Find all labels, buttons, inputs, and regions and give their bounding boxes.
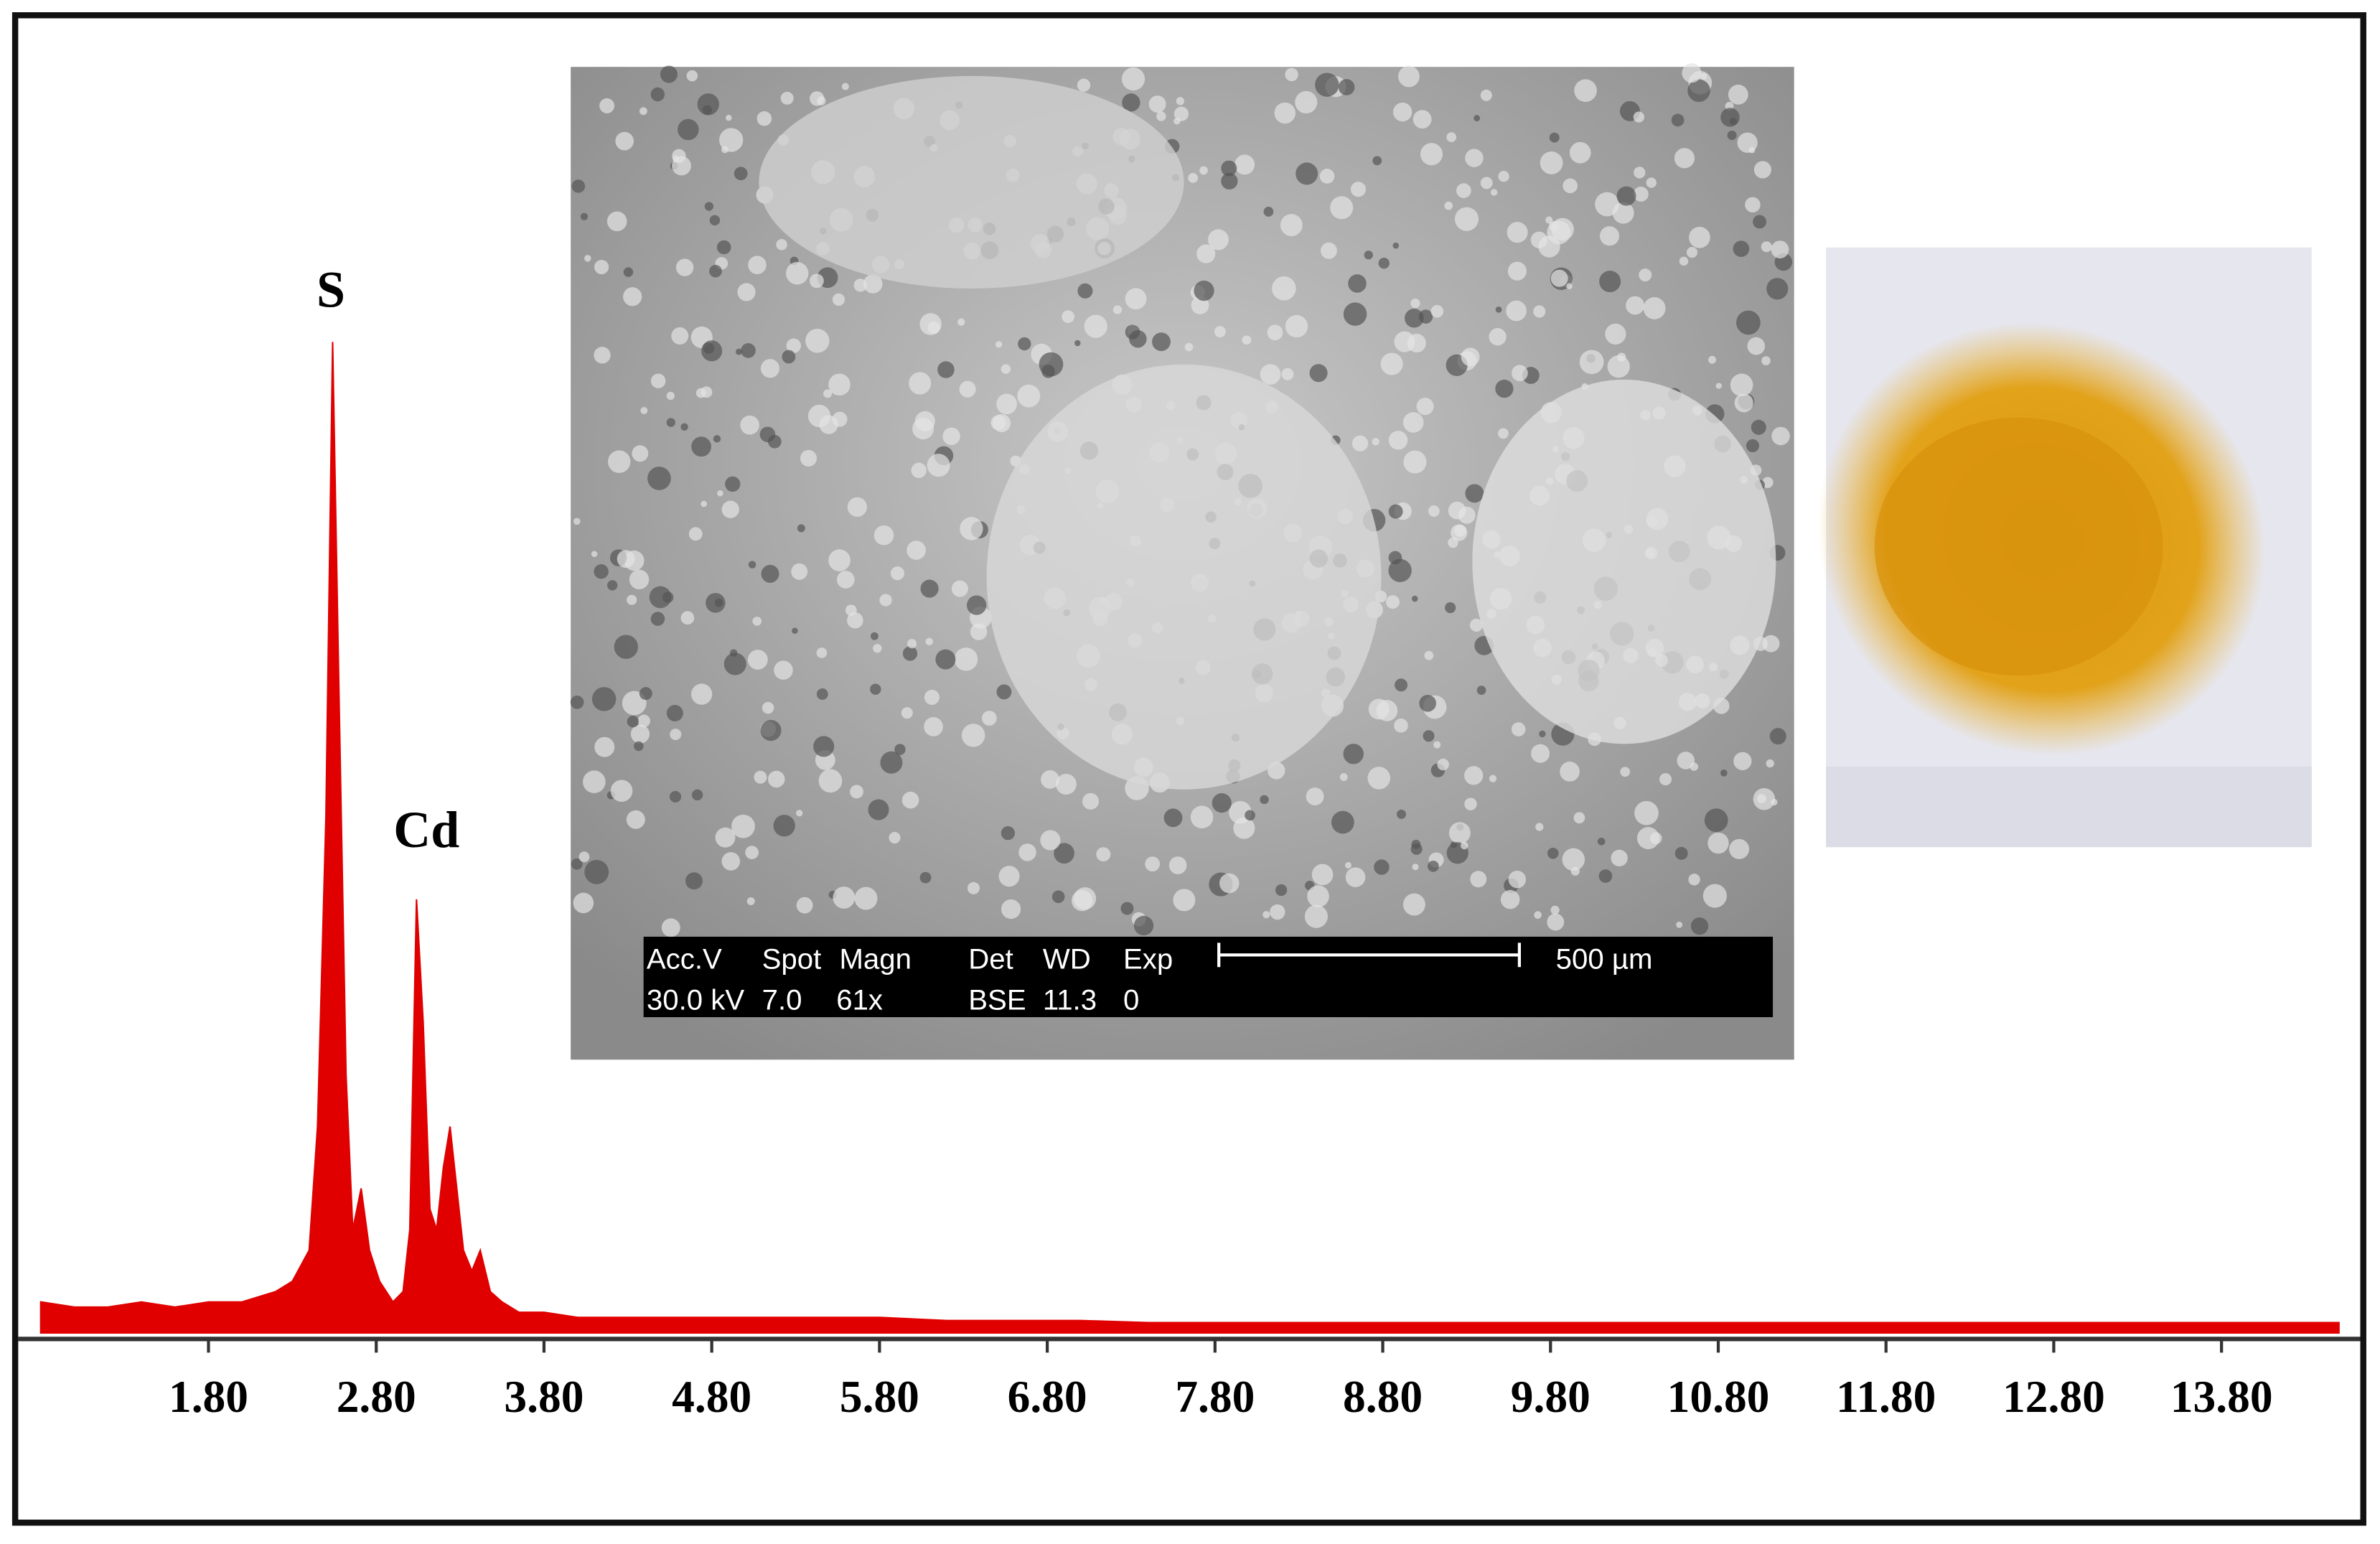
x-tick-label: 12.80	[2002, 1371, 2105, 1422]
sem-header: Magn	[839, 942, 912, 975]
x-tick-label: 11.80	[1836, 1371, 1936, 1422]
sem-info-bar	[643, 936, 1774, 1018]
sem-setting: 61x	[836, 983, 883, 1016]
sample-photo	[1817, 247, 2312, 848]
sem-setting: BSE	[968, 983, 1026, 1016]
spectrum-area	[39, 342, 2340, 1334]
x-tick-label: 10.80	[1667, 1371, 1770, 1422]
peak-label: Cd	[393, 801, 459, 858]
x-tick-label: 9.80	[1511, 1371, 1590, 1422]
x-tick-label: 3.80	[504, 1371, 584, 1422]
x-tick-label: 13.80	[2170, 1371, 2273, 1422]
peak-label: S	[317, 261, 345, 318]
sem-setting: 30.0 kV	[647, 983, 744, 1016]
sem-setting: 11.3	[1043, 983, 1097, 1016]
sem-image: 500 µm Acc.V Spot Magn Det WD Exp 30.0 kV 7.0 61…	[570, 63, 1794, 1060]
x-tick-label: 2.80	[337, 1371, 416, 1422]
sem-header: Acc.V	[647, 942, 722, 975]
sem-header: Exp	[1123, 942, 1173, 975]
sem-header: WD	[1043, 942, 1091, 975]
sem-header: Det	[968, 942, 1013, 975]
x-tick-label: 6.80	[1008, 1371, 1087, 1422]
sem-setting: 7.0	[762, 983, 802, 1016]
x-tick-label: 1.80	[169, 1371, 248, 1422]
x-tick-label: 5.80	[840, 1371, 919, 1422]
sem-setting: 0	[1123, 983, 1139, 1016]
sem-header: Spot	[762, 942, 822, 975]
x-tick-label: 8.80	[1343, 1371, 1423, 1422]
x-tick-label: 4.80	[672, 1371, 751, 1422]
scale-bar-label: 500 µm	[1556, 942, 1653, 975]
x-tick-label: 7.80	[1175, 1371, 1255, 1422]
